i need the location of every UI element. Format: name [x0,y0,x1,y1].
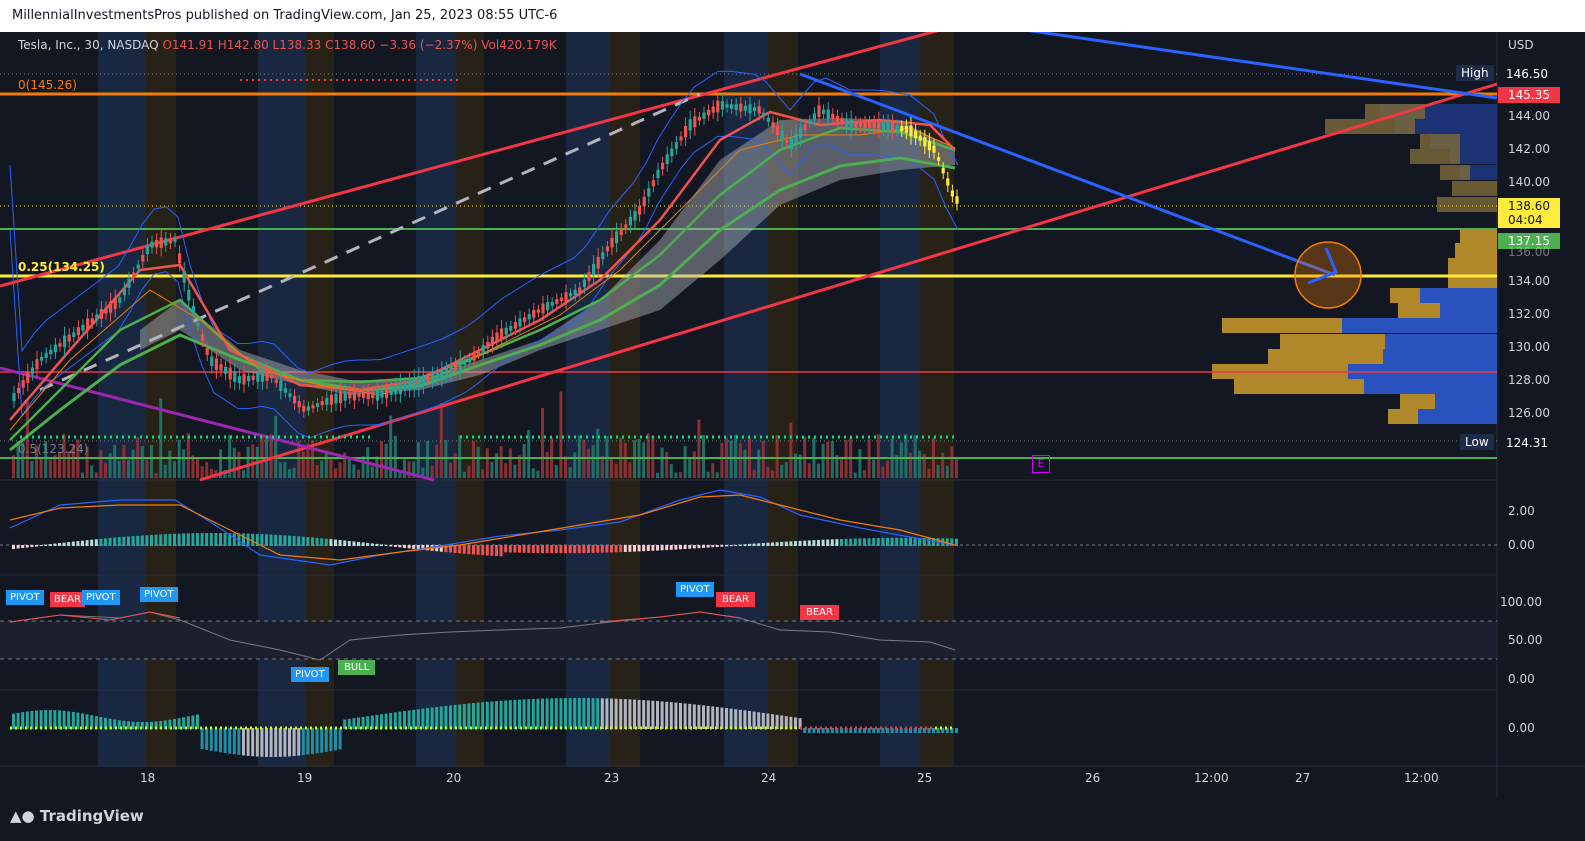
volume-value: Vol420.179K [481,38,557,52]
rsi-tick: 100.00 [1500,595,1542,609]
low-value: 124.31 [1506,436,1548,450]
fib-label-05: 0.5(123.24) [18,442,89,456]
signal-badge-pivot: PIVOT [140,587,178,602]
signal-badge-pivot: PIVOT [676,582,714,597]
price-change: −3.36 (−2.37%) [379,38,478,52]
target-circle [1294,241,1362,309]
brand-name: TradingView [39,807,144,825]
ohlc-low: L138.33 [272,38,322,52]
signal-badge-pivot: PIVOT [6,590,44,605]
horizontal-levels [0,73,1497,459]
earnings-marker[interactable]: E [1032,455,1050,473]
bar-countdown: 04:04 [1508,213,1543,227]
publish-text: MillennialInvestmentsPros published on T… [12,8,558,23]
price-tick: 136.00 [1508,245,1550,259]
rsi-tick: 0.00 [1508,672,1535,686]
high-label: High [1456,65,1494,81]
price-tick: 130.00 [1508,340,1550,354]
time-tick: 24 [761,771,777,785]
price-tick: 140.00 [1508,175,1550,189]
time-tick: 20 [446,771,462,785]
time-tick: 18 [140,771,156,785]
ohlc-close: C138.60 [325,38,376,52]
price-tick: 126.00 [1508,406,1550,420]
ohlc-high: H142.80 [217,38,269,52]
signal-badge-bear: BEAR [716,592,755,607]
time-tick: 12:00 [1194,771,1229,785]
chart-area[interactable] [0,28,1585,797]
tv-logo-icon: ▲● [10,807,35,825]
publish-bar: MillennialInvestmentsPros published on T… [0,0,1585,32]
symbol-legend[interactable]: Tesla, Inc., 30, NASDAQ O141.91 H142.80 … [18,38,557,52]
current-price-badge: 138.60 04:04 [1498,198,1560,228]
price-axis[interactable]: USD High 146.50 145.35 144.00 142.00 140… [1456,32,1585,766]
rsi-tick: 50.00 [1508,633,1543,647]
level-145-badge: 145.35 [1498,87,1560,103]
signal-badge-bull: BULL [338,660,376,675]
macd-tick: 0.00 [1508,538,1535,552]
time-tick: 25 [917,771,933,785]
macd-pane [0,489,1497,566]
fib-label-025: 0.25(134.25) [18,260,105,274]
time-tick: 12:00 [1404,771,1439,785]
level-137-badge: 137.15 [1498,233,1560,249]
candlesticks [12,91,959,418]
signal-badge-bear: BEAR [50,592,85,607]
footer: ▲● TradingView [0,797,1585,841]
time-tick: 23 [604,771,620,785]
signal-badge-pivot: PIVOT [82,590,120,605]
ohlc-open: O141.91 [162,38,214,52]
current-price: 138.60 [1508,199,1550,213]
fib-label-0: 0(145.26) [18,78,77,92]
time-tick: 19 [297,771,313,785]
signal-badge-bear: BEAR [800,605,839,620]
price-tick: 142.00 [1508,142,1550,156]
signal-dots [20,79,955,439]
price-tick: 128.00 [1508,373,1550,387]
rsi-pane [0,611,1497,661]
tradingview-logo[interactable]: ▲● TradingView [10,807,144,825]
time-tick: 27 [1295,771,1311,785]
price-tick: 134.00 [1508,274,1550,288]
symbol-name: Tesla, Inc., 30, NASDAQ [18,38,159,52]
osc-tick: 0.00 [1508,721,1535,735]
low-label: Low [1460,434,1494,450]
price-tick: 132.00 [1508,307,1550,321]
signal-badge-pivot: PIVOT [291,667,329,682]
currency-label: USD [1508,38,1534,52]
high-value: 146.50 [1506,67,1548,81]
time-tick: 26 [1085,771,1101,785]
oscillator-pane [10,698,958,757]
macd-tick: 2.00 [1508,504,1535,518]
price-tick: 144.00 [1508,109,1550,123]
price-bands [9,70,959,452]
time-axis[interactable]: 18 19 20 23 24 25 26 12:00 27 12:00 [0,769,1497,795]
